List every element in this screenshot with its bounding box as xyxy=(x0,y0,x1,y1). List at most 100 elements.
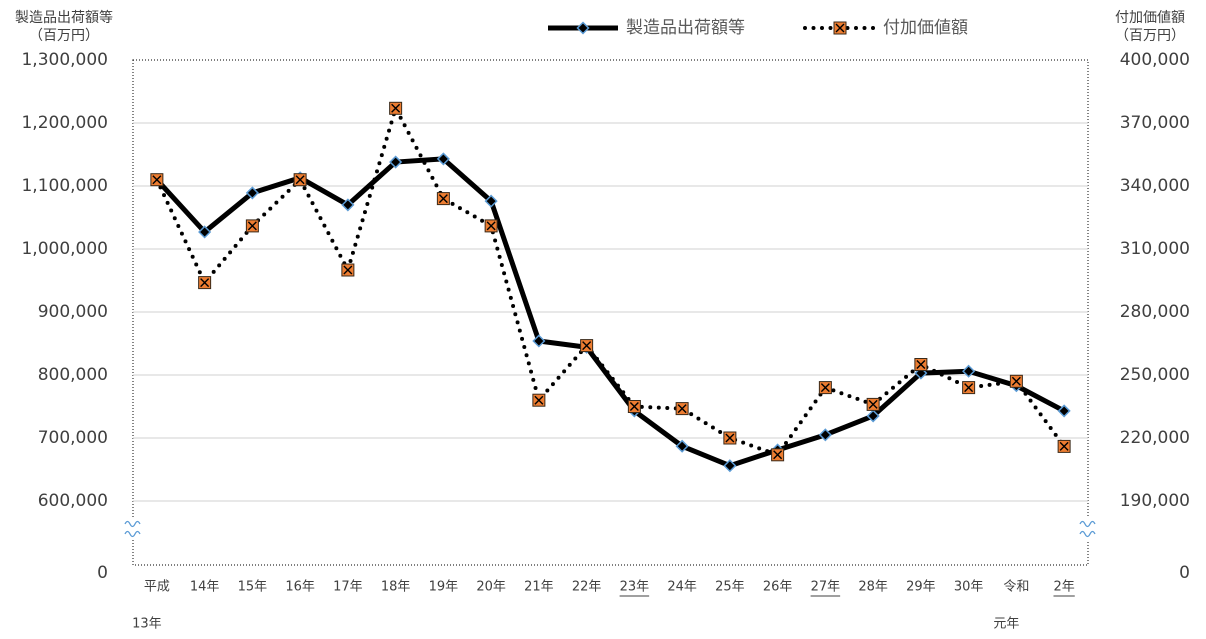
marker-cross xyxy=(964,383,974,393)
marker xyxy=(576,21,590,35)
marker xyxy=(436,152,450,166)
x-tick-label: 25年 xyxy=(715,580,745,595)
marker xyxy=(150,173,164,187)
marker-cross xyxy=(343,265,353,275)
marker-cross xyxy=(1059,441,1069,451)
marker xyxy=(532,393,546,407)
y-tick-label: 1,000,000 xyxy=(21,239,108,259)
y-axis-title: （百万円） xyxy=(29,28,99,44)
y-tick-label: 0 xyxy=(97,563,108,583)
marker xyxy=(962,381,976,395)
x-tick-label: 29年 xyxy=(906,580,936,595)
x-tick-label: 2年 xyxy=(1053,580,1074,595)
marker-cross xyxy=(534,395,544,405)
marker xyxy=(484,194,498,208)
y2-tick-label: 220,000 xyxy=(1120,428,1190,448)
marker xyxy=(245,186,259,200)
y2-tick-label: 370,000 xyxy=(1120,113,1190,133)
x-tick-label: 22年 xyxy=(572,580,602,595)
marker xyxy=(245,219,259,233)
marker xyxy=(833,21,847,35)
marker xyxy=(341,263,355,277)
y2-tick-label: 310,000 xyxy=(1120,239,1190,259)
y-tick-label: 1,200,000 xyxy=(21,113,108,133)
y-axis-title: 製造品出荷額等 xyxy=(15,9,113,26)
y-tick-label: 700,000 xyxy=(38,428,108,448)
legend-label: 製造品出荷額等 xyxy=(626,18,745,38)
marker-cross xyxy=(820,383,830,393)
axis-break-left xyxy=(124,518,144,540)
x-tick-label: 13年 xyxy=(132,617,162,632)
x-tick-label: 14年 xyxy=(190,580,220,595)
marker xyxy=(723,431,737,445)
marker xyxy=(1057,439,1071,453)
marker xyxy=(198,225,212,239)
marker-cross xyxy=(200,278,210,288)
x-tick-label: 15年 xyxy=(238,580,268,595)
x-tick-label: 24年 xyxy=(667,580,697,595)
marker xyxy=(675,402,689,416)
series-line xyxy=(155,156,1066,469)
series-line xyxy=(154,103,1067,458)
marker xyxy=(675,439,689,453)
marker xyxy=(436,192,450,206)
x-tick-label: 21年 xyxy=(524,580,554,595)
marker-cross xyxy=(247,221,257,231)
x-tick-label: 元年 xyxy=(993,617,1019,632)
y-tick-label: 900,000 xyxy=(38,302,108,322)
marker-cross xyxy=(391,103,401,113)
x-tick-label: 30年 xyxy=(954,580,984,595)
marker xyxy=(818,428,832,442)
marker-cross xyxy=(868,399,878,409)
marker xyxy=(866,409,880,423)
marker xyxy=(818,381,832,395)
marker xyxy=(723,459,737,473)
marker-cross xyxy=(1011,376,1021,386)
y2-tick-label: 190,000 xyxy=(1120,491,1190,511)
y-tick-label: 1,300,000 xyxy=(21,50,108,70)
axis-break-right xyxy=(1078,518,1100,540)
marker-cross xyxy=(582,341,592,351)
marker-cross xyxy=(835,23,845,33)
marker-cross xyxy=(725,433,735,443)
y2-tick-label: 0 xyxy=(1179,563,1190,583)
marker-cross xyxy=(438,194,448,204)
legend-label: 付加価値額 xyxy=(883,18,968,38)
marker-cross xyxy=(677,404,687,414)
x-tick-label: 18年 xyxy=(381,580,411,595)
marker xyxy=(293,173,307,187)
y-tick-label: 800,000 xyxy=(38,365,108,385)
marker xyxy=(962,364,976,378)
marker-cross xyxy=(152,175,162,185)
x-tick-label: 19年 xyxy=(429,580,459,595)
x-tick-label: 17年 xyxy=(333,580,363,595)
y-tick-label: 600,000 xyxy=(38,491,108,511)
marker xyxy=(1009,374,1023,388)
y2-axis-title: 付加価値額 xyxy=(1115,10,1185,26)
y2-tick-label: 250,000 xyxy=(1120,365,1190,385)
marker xyxy=(389,101,403,115)
marker-cross xyxy=(295,175,305,185)
x-tick-label: 平成 xyxy=(144,580,170,595)
x-tick-label: 20年 xyxy=(476,580,506,595)
x-tick-label: 26年 xyxy=(763,580,793,595)
x-tick-label: 令和 xyxy=(1003,580,1029,595)
x-tick-label: 28年 xyxy=(858,580,888,595)
marker xyxy=(198,276,212,290)
y2-tick-label: 340,000 xyxy=(1120,176,1190,196)
x-tick-label: 27年 xyxy=(811,580,841,595)
y2-tick-label: 280,000 xyxy=(1120,302,1190,322)
marker xyxy=(580,339,594,353)
marker xyxy=(389,155,403,169)
y-tick-label: 1,100,000 xyxy=(21,176,108,196)
marker-cross xyxy=(486,221,496,231)
marker xyxy=(484,219,498,233)
y2-axis-title: （百万円） xyxy=(1115,28,1185,44)
marker xyxy=(914,358,928,371)
marker-cross xyxy=(916,360,926,369)
marker xyxy=(771,448,785,462)
marker-cross xyxy=(629,402,639,411)
marker xyxy=(1057,404,1071,418)
x-tick-label: 23年 xyxy=(620,580,650,595)
